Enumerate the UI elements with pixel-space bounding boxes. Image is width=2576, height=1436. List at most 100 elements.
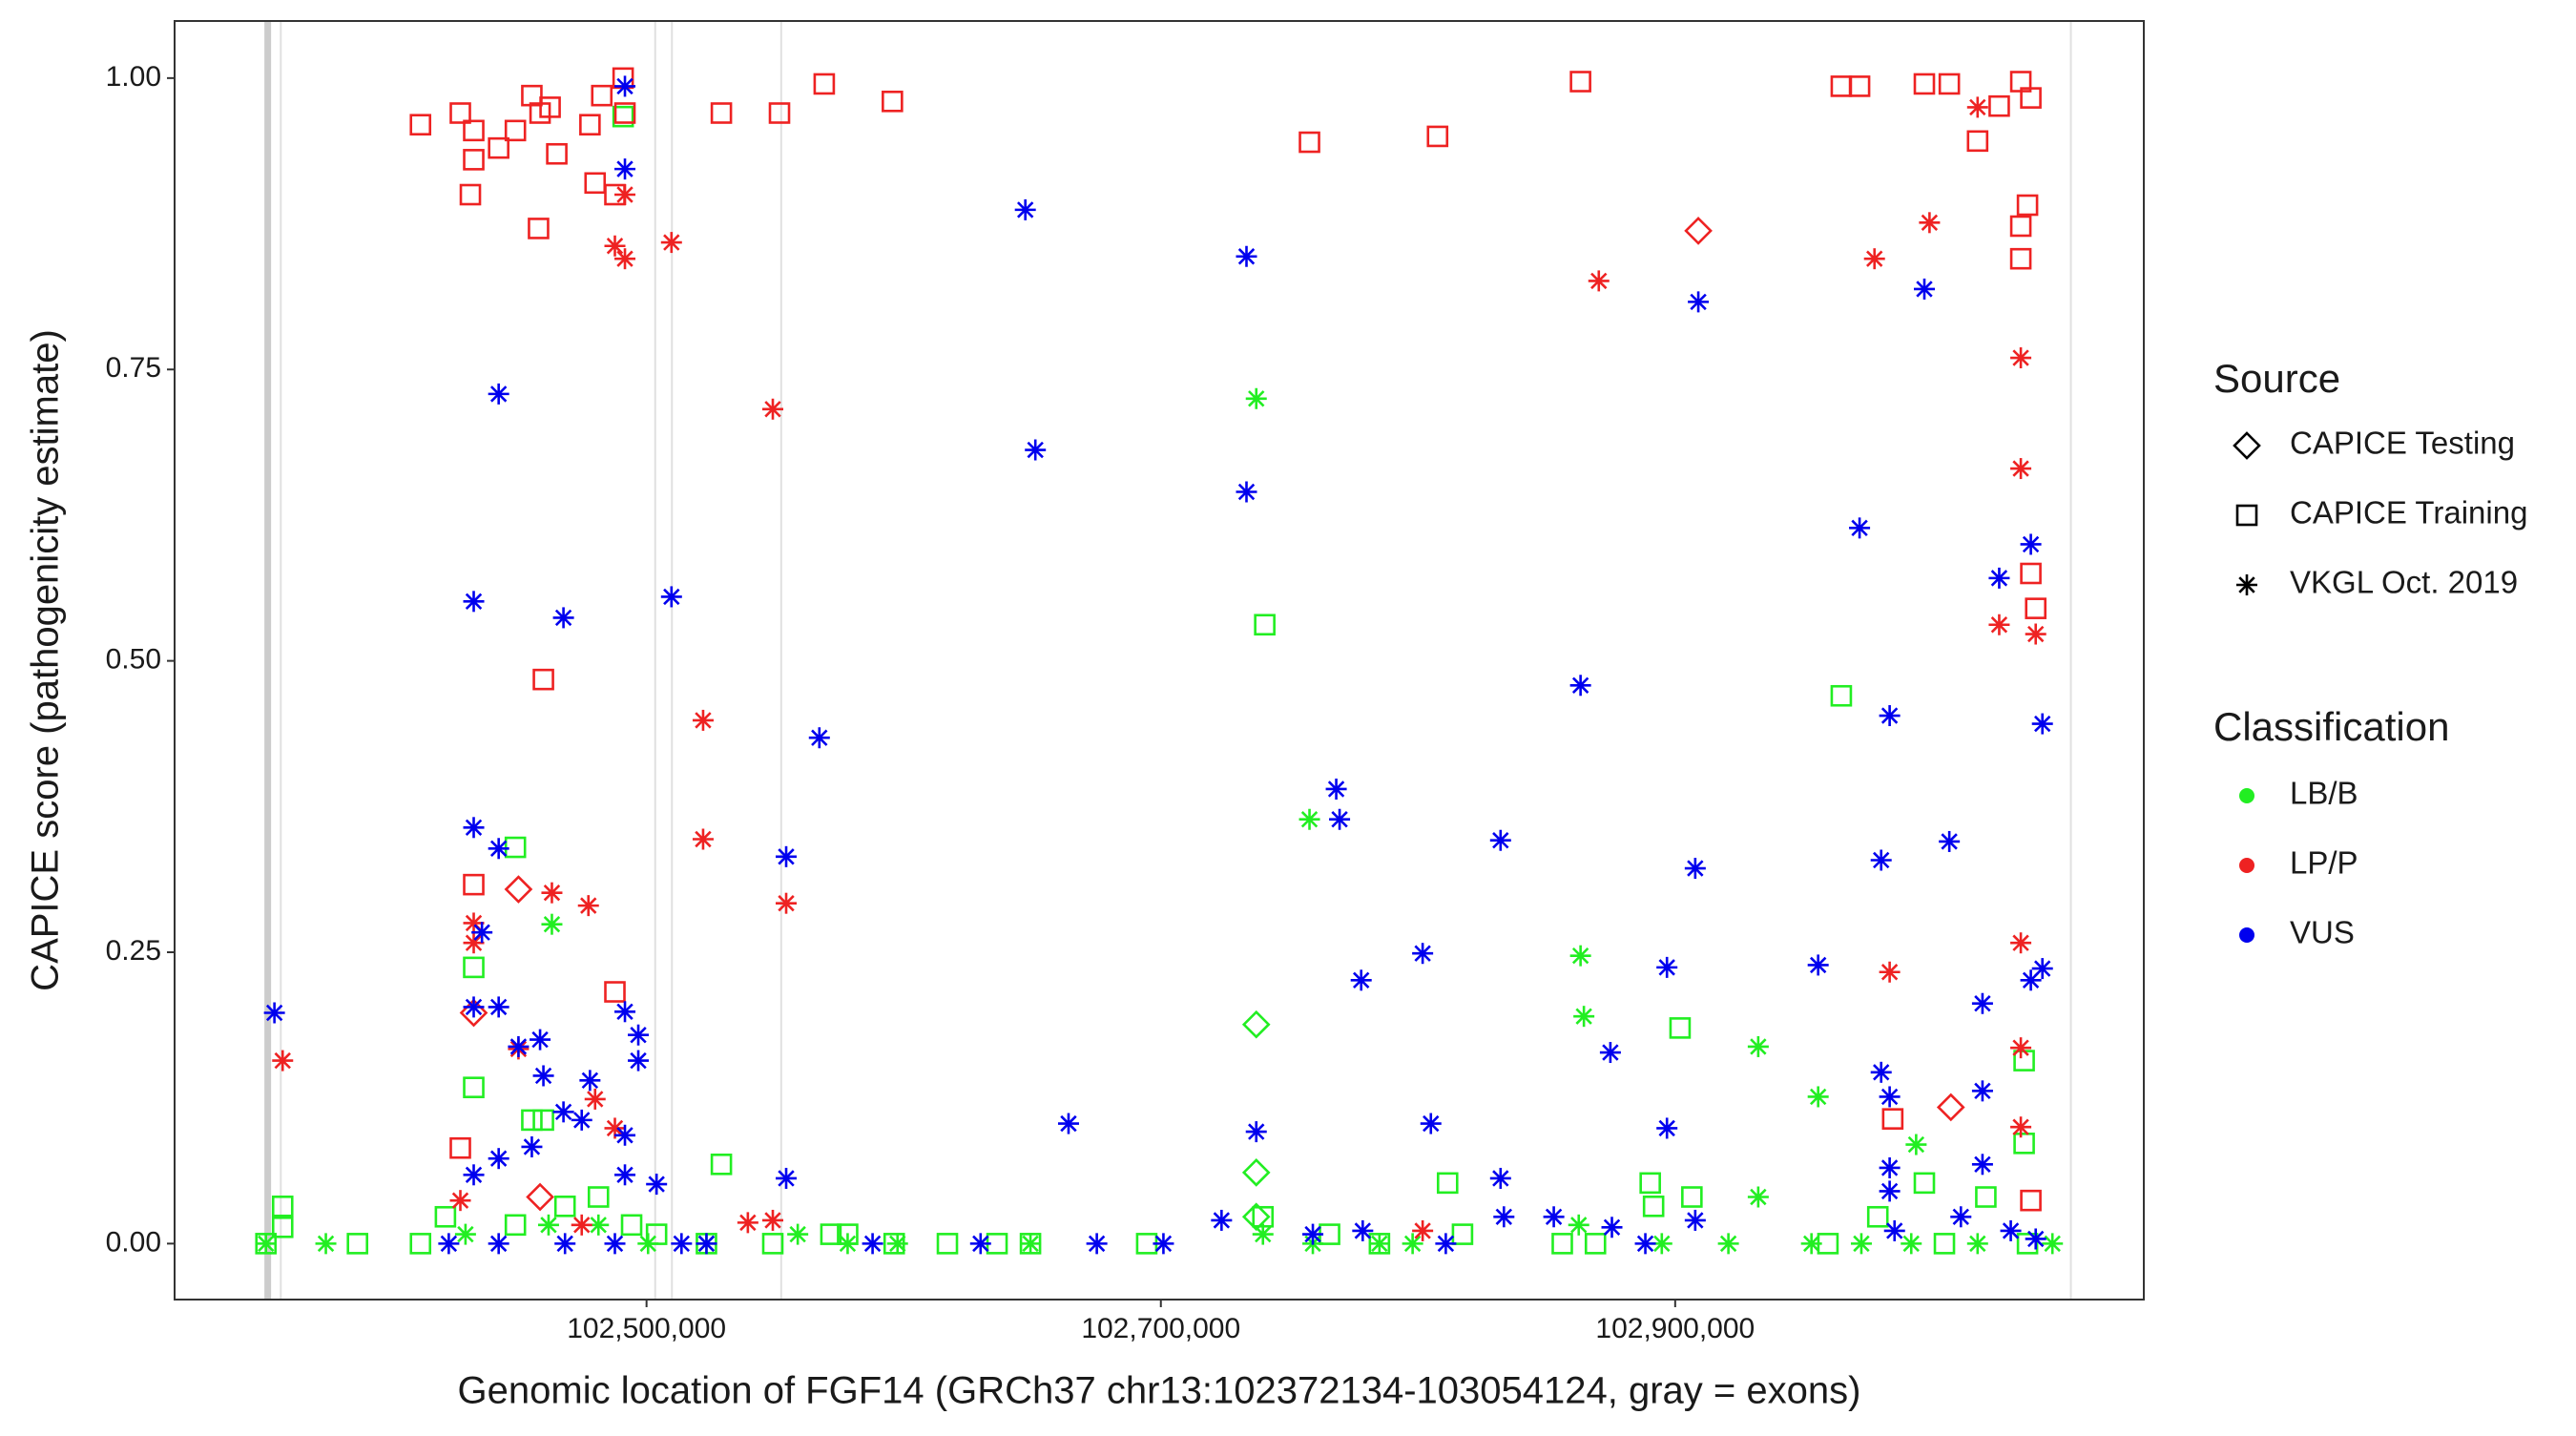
asterisk-stroke <box>1880 1182 1899 1200</box>
point-asterisk <box>1298 808 1320 830</box>
asterisk-stroke <box>1809 956 1827 974</box>
point-square <box>2020 1189 2042 1212</box>
point-square <box>936 1233 959 1255</box>
asterisk-stroke <box>2012 1039 2029 1056</box>
point-asterisk <box>1905 1134 1927 1155</box>
point-asterisk <box>2031 713 2053 735</box>
asterisk-stroke <box>1154 1235 1173 1253</box>
point-square <box>1254 614 1276 636</box>
point-asterisk <box>488 838 509 860</box>
point-square <box>1866 1205 1889 1228</box>
point-diamond <box>459 998 488 1028</box>
point-asterisk <box>886 1233 908 1255</box>
point-asterisk <box>1870 1061 1892 1083</box>
asterisk-stroke <box>1371 1235 1388 1253</box>
asterisk-stroke <box>1907 1135 1925 1154</box>
point-asterisk <box>2025 623 2046 645</box>
point-square <box>1639 1172 1661 1195</box>
point-asterisk <box>1971 1080 1993 1102</box>
point-square <box>449 102 471 124</box>
asterisk-stroke <box>554 609 572 627</box>
point-asterisk <box>1489 1167 1511 1189</box>
point-square <box>521 1109 543 1132</box>
point-square <box>584 172 607 195</box>
point-asterisk <box>776 892 798 914</box>
asterisk-stroke <box>534 1067 552 1085</box>
point-square <box>546 142 568 165</box>
point-asterisk <box>1747 1035 1769 1057</box>
asterisk-stroke <box>2027 1230 2045 1248</box>
x-tick-label: 102,500,000 <box>567 1313 726 1344</box>
asterisk-stroke <box>1880 707 1899 724</box>
point-square <box>2009 247 2032 270</box>
point-asterisk <box>584 1088 606 1110</box>
plot-points <box>255 67 2064 1255</box>
asterisk-stroke <box>509 1038 528 1055</box>
point-asterisk <box>2010 1116 2032 1138</box>
asterisk-stroke <box>1414 945 1431 962</box>
asterisk-stroke <box>673 1235 691 1253</box>
asterisk-stroke <box>1575 1008 1592 1025</box>
asterisk-stroke <box>695 830 712 848</box>
point-square <box>2016 194 2039 217</box>
point-asterisk <box>1919 212 1941 234</box>
asterisk-stroke <box>1437 1235 1455 1253</box>
point-asterisk <box>862 1233 883 1255</box>
point-asterisk <box>604 1233 626 1255</box>
point-asterisk <box>1863 248 1885 270</box>
asterisk-stroke <box>465 593 483 611</box>
point-asterisk <box>530 1029 551 1051</box>
point-asterisk <box>1879 705 1901 727</box>
point-asterisk <box>1014 198 1036 220</box>
point-asterisk <box>1850 1233 1872 1255</box>
asterisk-stroke <box>2022 535 2040 553</box>
point-asterisk <box>571 1109 592 1131</box>
point-asterisk <box>1849 517 1871 539</box>
point-asterisk <box>1807 1086 1829 1108</box>
asterisk-stroke <box>606 1119 624 1137</box>
point-square <box>620 1214 643 1237</box>
point-asterisk <box>1939 830 1961 852</box>
legend-swatch <box>2239 788 2254 803</box>
asterisk-stroke <box>764 401 781 418</box>
asterisk-stroke <box>1590 272 1608 290</box>
asterisk-stroke <box>630 1027 647 1044</box>
point-asterisk <box>1211 1209 1233 1231</box>
asterisk-stroke <box>1571 947 1589 965</box>
point-asterisk <box>1025 439 1047 461</box>
point-asterisk <box>463 817 485 839</box>
point-asterisk <box>2010 932 2032 954</box>
point-asterisk <box>1688 291 1710 313</box>
asterisk-stroke <box>639 1235 656 1253</box>
point-asterisk <box>660 586 682 608</box>
exon <box>779 21 782 1300</box>
point-asterisk <box>1747 1186 1769 1208</box>
point-asterisk <box>272 1050 294 1072</box>
point-asterisk <box>604 235 626 257</box>
point-asterisk <box>1568 1214 1589 1236</box>
asterisk-stroke <box>1354 1222 1372 1239</box>
asterisk-stroke <box>587 1091 604 1108</box>
point-square <box>1938 73 1961 95</box>
point-asterisk <box>1412 1219 1434 1241</box>
point-square <box>1975 1186 1997 1208</box>
point-square <box>271 1195 294 1217</box>
asterisk-stroke <box>630 1051 647 1070</box>
asterisk-stroke <box>1853 1235 1870 1253</box>
asterisk-stroke <box>2012 349 2029 366</box>
point-asterisk <box>614 75 636 97</box>
asterisk-stroke <box>1570 1217 1588 1234</box>
asterisk-stroke <box>663 588 680 606</box>
asterisk-stroke <box>573 1217 591 1234</box>
asterisk-stroke <box>778 848 795 865</box>
asterisk-stroke <box>2012 934 2029 951</box>
asterisk-stroke <box>695 712 712 729</box>
point-square <box>463 119 485 142</box>
asterisk-stroke <box>1687 1212 1704 1229</box>
point-asterisk <box>1573 1006 1595 1028</box>
point-asterisk <box>521 1135 543 1157</box>
point-square <box>449 1136 471 1159</box>
point-square <box>1669 1017 1692 1039</box>
point-asterisk <box>1435 1233 1457 1255</box>
exon <box>2069 21 2072 1300</box>
